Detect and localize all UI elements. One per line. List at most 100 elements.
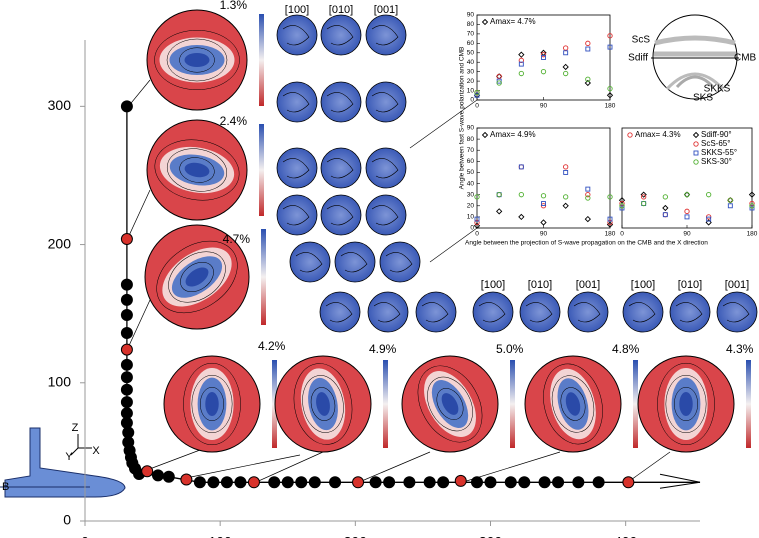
pf-contour <box>180 261 214 293</box>
data-point <box>540 52 547 58</box>
small-pole-figure <box>334 241 376 283</box>
pf-contour <box>573 302 601 323</box>
pf-contour <box>340 252 368 273</box>
data-point <box>727 197 733 203</box>
axis-header: [001] <box>374 4 398 16</box>
x-tick-label: 90 <box>540 103 548 110</box>
pf-contour <box>385 252 413 273</box>
ray-band <box>675 75 715 89</box>
connector <box>429 227 478 263</box>
data-point <box>474 216 480 222</box>
pole-figure <box>164 356 260 452</box>
pf-contour <box>325 302 353 323</box>
y-tick-label: 80 <box>467 136 475 143</box>
annotation: B <box>2 481 9 493</box>
data-point <box>607 33 613 39</box>
trajectory-point <box>295 476 308 489</box>
x-tick-label: 100 <box>208 534 232 538</box>
pf-contour <box>722 302 750 323</box>
axis-header: [001] <box>576 279 600 291</box>
small-pole-figure <box>567 291 609 333</box>
trajectory-point <box>207 476 220 489</box>
x-tick-label: 0 <box>620 231 624 238</box>
pf-outline <box>274 355 372 453</box>
max-density: 5.0% <box>496 342 524 356</box>
y-tick-label: 60 <box>467 158 475 165</box>
data-point <box>474 194 480 200</box>
pf-contour <box>421 302 449 323</box>
ray-band <box>654 35 736 46</box>
pf-low <box>185 267 209 287</box>
small-pole-figure <box>365 194 407 236</box>
data-point <box>518 192 524 198</box>
diagram-label: SKKS <box>704 84 731 95</box>
pf-contour <box>183 362 241 446</box>
pf-contour <box>293 363 353 445</box>
axis-header: [001] <box>725 279 749 291</box>
diagram-label: ScS <box>632 35 651 46</box>
pf-contour <box>525 302 553 323</box>
pf-contour <box>665 374 707 434</box>
data-point <box>518 164 524 170</box>
trajectory-point <box>470 476 483 489</box>
data-point <box>640 191 647 198</box>
y-tick-label: 80 <box>467 21 475 28</box>
pf-low <box>441 393 459 415</box>
legend-label: SKKS-55° <box>701 148 737 157</box>
ray-band <box>665 72 725 91</box>
data-point <box>607 194 613 200</box>
y-axis-label: Angle between fast S-wave polarization a… <box>459 47 466 190</box>
panel-frame <box>476 14 611 101</box>
max-density: 4.7% <box>223 232 251 246</box>
trajectory-point <box>383 476 396 489</box>
connector <box>409 99 478 149</box>
data-point <box>540 69 547 75</box>
legend-label: ScS-65° <box>701 139 730 148</box>
small-pole-figure <box>669 291 711 333</box>
connector <box>627 451 671 483</box>
small-pole-figure <box>622 291 664 333</box>
pf-contour <box>282 205 310 226</box>
pf-contour <box>191 374 233 434</box>
pf-contour <box>371 158 399 179</box>
pf-outline <box>144 224 250 330</box>
y-tick-label: 0 <box>470 225 474 232</box>
y-tick-label: 0 <box>470 97 474 104</box>
connector <box>146 449 201 471</box>
data-point <box>584 79 591 87</box>
data-point <box>518 51 525 58</box>
pf-low <box>679 392 693 416</box>
data-point <box>496 208 503 215</box>
data-point <box>563 50 569 56</box>
data-point <box>563 194 569 200</box>
annotation: X <box>92 445 100 457</box>
trajectory-point <box>592 476 605 489</box>
small-pole-figure <box>379 241 421 283</box>
x-tick-label: 180 <box>605 231 616 238</box>
colorbar <box>510 360 515 448</box>
data-point <box>540 219 547 226</box>
trajectory-point <box>120 278 133 291</box>
legend-marker <box>627 132 633 138</box>
pf-contour <box>673 386 699 422</box>
small-pole-figure <box>365 14 407 56</box>
y-tick-label: 40 <box>467 180 475 187</box>
data-point <box>474 89 480 96</box>
pf-contour <box>371 92 399 113</box>
pf-contour <box>199 386 225 422</box>
axis-header: [010] <box>528 279 552 291</box>
data-point <box>562 202 569 209</box>
pf-contour <box>657 362 715 446</box>
x-tick-label: 180 <box>747 231 758 238</box>
annotation: Z <box>72 422 79 434</box>
data-point <box>562 63 569 71</box>
pf-contour <box>551 375 595 433</box>
pf-outline <box>146 119 248 221</box>
trajectory-point <box>247 476 260 489</box>
pf-contour <box>168 251 226 303</box>
connector <box>253 451 324 484</box>
trajectory-point <box>141 465 154 478</box>
data-point <box>585 192 591 198</box>
data-point <box>541 201 546 207</box>
